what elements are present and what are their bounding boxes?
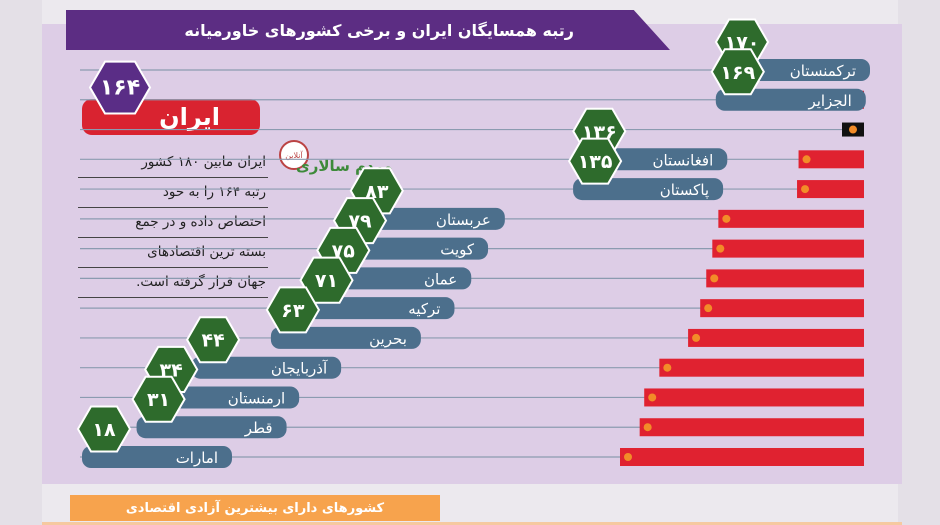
bar bbox=[639, 418, 864, 437]
rank-label: ۷۱ bbox=[315, 270, 338, 292]
country-label: عمان bbox=[424, 270, 457, 288]
description-line: بسته ترین اقتصادهای bbox=[78, 238, 268, 268]
country-label-bg bbox=[191, 356, 342, 379]
country-label-bg bbox=[321, 267, 472, 290]
country-label: پاکستان bbox=[660, 181, 709, 200]
bar bbox=[644, 388, 864, 407]
country-label: بحرین bbox=[369, 330, 407, 348]
bar bbox=[712, 239, 864, 258]
bar bbox=[620, 448, 864, 466]
country-label: کویت bbox=[440, 241, 475, 259]
bar bbox=[797, 180, 864, 199]
rank-label: ۱۶۴ bbox=[100, 76, 140, 101]
country-label-bg bbox=[136, 416, 287, 439]
background-stripe-left bbox=[0, 0, 42, 525]
rank-label: ۶۳ bbox=[281, 300, 305, 322]
country-label: ترکمنستان bbox=[790, 62, 856, 80]
rank-label: ۱۸ bbox=[92, 419, 116, 441]
rank-hexagon bbox=[265, 286, 321, 334]
bar-dot bbox=[722, 214, 731, 223]
bar-dot bbox=[692, 333, 701, 342]
description-line: اختصاص داده و در جمع bbox=[78, 208, 268, 238]
rank-label: ۳۱ bbox=[147, 389, 170, 411]
bar-dot bbox=[849, 125, 857, 134]
country-label-bg bbox=[715, 88, 866, 111]
bar-dot bbox=[801, 185, 810, 194]
bar-dot bbox=[643, 423, 652, 432]
bar-dot bbox=[624, 453, 632, 461]
country-label-bg bbox=[573, 178, 724, 201]
bar bbox=[688, 328, 864, 347]
country-label: امارات bbox=[176, 449, 218, 467]
bar-dot bbox=[716, 244, 725, 253]
bottom-section-title: کشورهای دارای بیشترین آزادی اقتصادی bbox=[70, 495, 440, 521]
description: ایران مابین ۱۸۰ کشور رتبه ۱۶۴ را به خود … bbox=[78, 148, 268, 298]
country-label: آذربایجان bbox=[271, 360, 328, 378]
rank-hexagon bbox=[88, 60, 152, 115]
country-label-bg bbox=[304, 297, 455, 320]
bottom-strip bbox=[42, 522, 902, 525]
logo-badge: آنلاین bbox=[279, 140, 309, 170]
page-title: رتبه همسایگان ایران و برخی کشورهای خاورم… bbox=[66, 10, 670, 50]
bar bbox=[706, 269, 864, 288]
bar bbox=[700, 299, 864, 318]
country-label: ترکیه bbox=[408, 300, 440, 318]
description-line: ایران مابین ۱۸۰ کشور bbox=[78, 148, 268, 178]
country-label: افغانستان bbox=[652, 151, 713, 169]
bar-dot bbox=[704, 304, 713, 313]
country-label: عربستان bbox=[436, 211, 491, 229]
country-label-bg bbox=[354, 207, 505, 230]
bar-dot bbox=[663, 363, 672, 372]
bar bbox=[659, 358, 864, 377]
bar-dot bbox=[710, 274, 719, 283]
bar bbox=[798, 150, 864, 169]
country-label-bg bbox=[149, 386, 300, 409]
rank-hexagon bbox=[299, 256, 354, 304]
country-label: الجزایر bbox=[807, 92, 851, 110]
background-stripe-right bbox=[898, 0, 940, 525]
rank-hexagon bbox=[185, 316, 241, 364]
bar-dot bbox=[648, 393, 657, 402]
country-label: قطر bbox=[244, 419, 273, 437]
bar bbox=[718, 209, 864, 228]
rank-label: ۴۴ bbox=[202, 330, 225, 352]
rank-label: ۱۶۹ bbox=[720, 62, 755, 84]
country-label-bg bbox=[338, 237, 489, 260]
rank-label: ۱۳۵ bbox=[578, 151, 613, 173]
rank-hexagon bbox=[710, 48, 765, 96]
bar-dot bbox=[802, 155, 811, 164]
country-label-bg bbox=[82, 446, 232, 468]
country-label-bg bbox=[270, 326, 421, 349]
rank-hexagon bbox=[131, 375, 186, 423]
rank-hexagon bbox=[76, 405, 132, 453]
rank-hexagon bbox=[567, 137, 623, 185]
country-label: ارمنستان bbox=[228, 389, 285, 407]
description-line: رتبه ۱۶۴ را به خود bbox=[78, 178, 268, 208]
